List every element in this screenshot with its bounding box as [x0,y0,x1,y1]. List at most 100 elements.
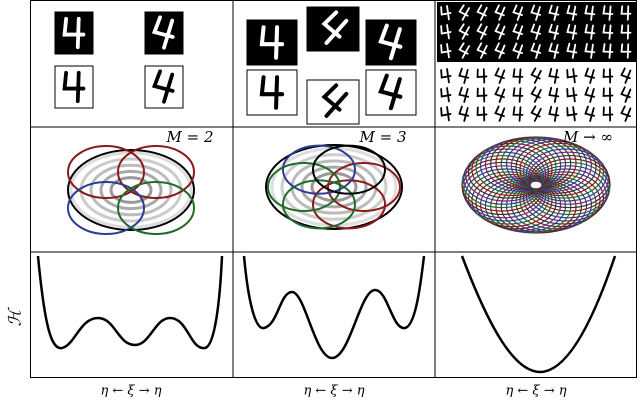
ellipse [500,136,582,190]
digit [620,86,632,103]
digit [566,87,578,103]
digit [151,69,175,104]
energy-curve [460,255,617,374]
ellipse [505,137,588,191]
model-label: M = 2 [165,128,213,146]
digit [584,105,596,122]
drawings [36,2,636,374]
digit [602,43,614,59]
digit [620,24,632,40]
digit [494,4,506,21]
model-label: M → ∞ [562,128,613,146]
digit [530,67,542,84]
digit [584,42,596,59]
ellipse [312,144,386,195]
ellipse [310,171,358,203]
digit [62,70,86,104]
digit [566,68,578,84]
ellipse [528,154,611,209]
digit [476,68,488,84]
ellipse [527,151,609,205]
digit [476,87,488,103]
digit [512,42,524,59]
ellipse [99,169,163,211]
ellipse [510,138,593,192]
digit [530,42,542,59]
digit [476,23,488,40]
digit [494,105,506,122]
digit [584,4,596,21]
digit [62,16,86,50]
ellipse [471,173,553,228]
digit [566,23,578,40]
ellipse [117,145,195,199]
ellipse [267,162,341,212]
digit [620,5,632,21]
ellipse [465,148,547,202]
digit [494,86,506,103]
digit [620,67,632,84]
digit [548,67,560,84]
digit [440,24,452,40]
digit [620,43,632,59]
x-label: η ← ξ → η [100,384,161,399]
digit [602,5,614,21]
digit [620,105,632,122]
digit [530,105,542,122]
digit [512,106,524,122]
digit [548,42,560,59]
digit [378,23,403,61]
digit [566,42,578,59]
digit [530,23,542,40]
digit [530,86,542,103]
digit [151,15,175,50]
ellipse [109,176,153,204]
digit [458,42,470,59]
ellipse [475,140,557,194]
digit [458,4,470,21]
digit [494,23,506,40]
ellipse [519,142,601,197]
digit [440,68,452,84]
ellipse [67,145,145,199]
digit [584,23,596,40]
ellipse [525,148,607,202]
ellipse [282,144,356,195]
ellipse [282,179,356,230]
digit [494,42,506,59]
digit [440,5,452,21]
x-label: η ← ξ → η [303,384,364,399]
ellipse [265,144,403,230]
digit [458,105,470,122]
ellipse [312,179,386,230]
energy-curve [36,255,224,350]
digit [440,106,452,122]
digit [476,42,488,59]
digit [512,4,524,21]
digit [321,83,349,118]
ellipse [79,157,183,223]
ellipse [67,181,145,235]
digit [476,106,488,122]
ellipse [300,165,368,209]
digit [548,86,560,103]
digit [602,106,614,122]
digit [602,24,614,40]
digit [512,87,524,103]
digit [321,10,349,45]
digit [512,68,524,84]
ellipse [290,159,378,215]
digit [548,105,560,122]
x-label: η ← ξ → η [505,384,566,399]
digit [458,23,470,40]
digit [548,4,560,21]
digit [440,87,452,103]
energy-curve [242,255,426,360]
ellipse [280,153,388,221]
ellipse [327,162,401,212]
ellipse [519,173,601,228]
digit [602,68,614,84]
digit [548,23,560,40]
digit [566,4,578,21]
